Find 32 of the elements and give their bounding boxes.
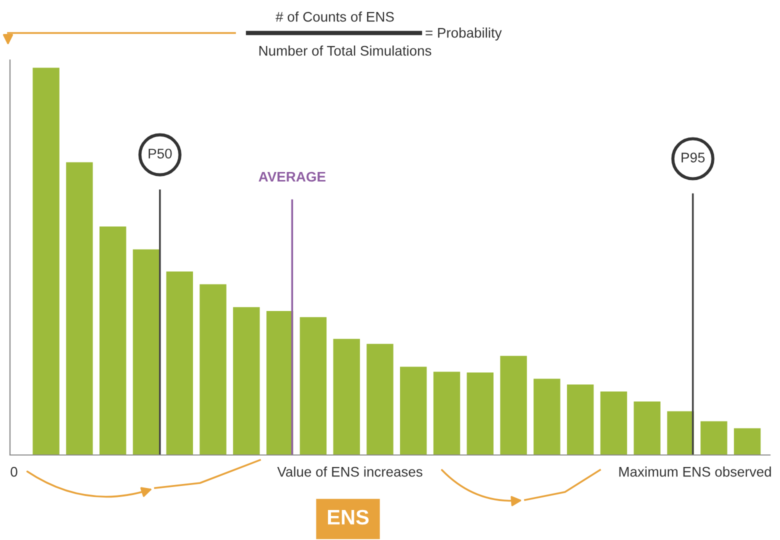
text: 0 <box>10 466 18 477</box>
bar <box>300 317 327 455</box>
bar <box>200 284 226 455</box>
bar <box>700 421 728 455</box>
bar <box>233 307 260 455</box>
bar <box>433 372 460 455</box>
annotation: P50 <box>148 148 172 159</box>
bar <box>566 384 594 455</box>
bar <box>333 338 360 455</box>
bar <box>500 356 527 455</box>
bar <box>734 428 761 455</box>
text: Number of Total Simulations <box>259 46 432 56</box>
bar <box>66 162 93 455</box>
bar <box>366 344 394 455</box>
text: # of Counts of ENS <box>276 12 394 22</box>
bar <box>667 411 694 455</box>
bar <box>166 271 193 455</box>
bar <box>634 402 660 455</box>
bar <box>99 226 126 455</box>
bar <box>400 366 427 455</box>
annotation: AVERAGE <box>258 172 326 182</box>
bar <box>32 68 60 455</box>
bar <box>132 249 160 455</box>
annotation: P95 <box>682 152 705 162</box>
bar <box>600 391 628 455</box>
text: ENS <box>328 510 369 525</box>
bar <box>466 372 494 455</box>
bar <box>534 378 560 455</box>
text: = Probability <box>426 28 502 40</box>
text: Value of ENS increases <box>277 466 422 477</box>
text: Maximum ENS observed <box>619 466 771 477</box>
bar <box>266 310 294 455</box>
